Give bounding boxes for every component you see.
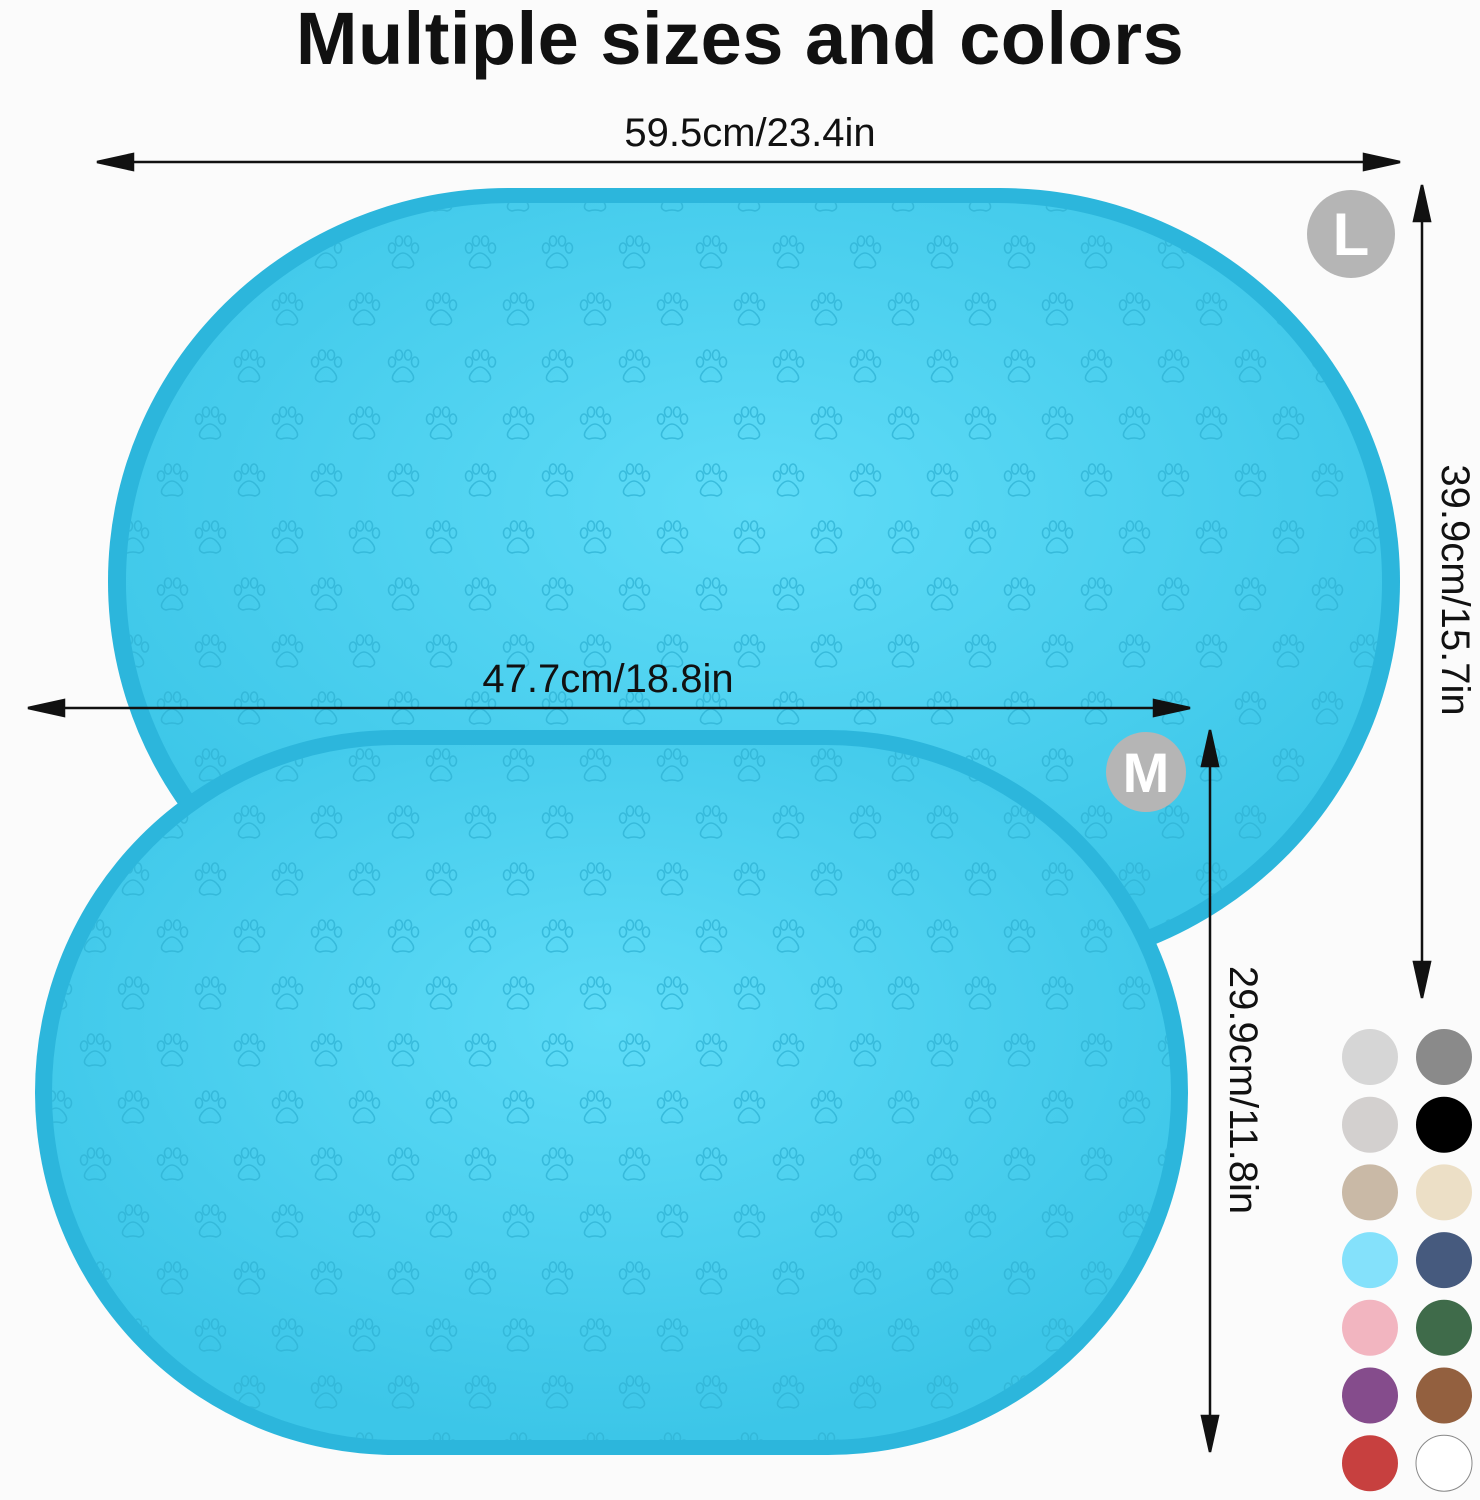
color-swatch: [1415, 1434, 1473, 1492]
large-height-label: 39.9cm/15.7in: [1433, 464, 1477, 715]
color-swatch: [1416, 1367, 1472, 1424]
large-width-label: 59.5cm/23.4in: [624, 111, 875, 155]
color-swatch: [1416, 1299, 1472, 1356]
medium-mat: [35, 730, 1188, 1455]
medium-height-label: 29.9cm/11.8in: [1221, 966, 1265, 1214]
color-swatch: [1342, 1367, 1398, 1424]
large-height-arrow: [1412, 184, 1432, 999]
color-swatch: [1416, 1096, 1472, 1153]
large-width-arrow: [96, 152, 1401, 172]
color-swatch: [1416, 1164, 1472, 1221]
color-swatch: [1342, 1435, 1398, 1492]
color-swatch: [1342, 1029, 1398, 1085]
page-title: Multiple sizes and colors: [295, 0, 1185, 80]
size-badge-medium: M: [1106, 732, 1186, 812]
color-swatch: [1342, 1232, 1398, 1289]
medium-height-arrow: [1200, 729, 1220, 1453]
size-badge-large: L: [1307, 190, 1395, 278]
medium-width-label: 47.7cm/18.8in: [482, 657, 733, 701]
color-swatch: [1416, 1029, 1472, 1085]
color-swatch: [1416, 1232, 1472, 1289]
color-swatch: [1342, 1164, 1398, 1221]
color-swatch: [1342, 1096, 1398, 1153]
svg-text:M: M: [1123, 741, 1170, 804]
medium-width-arrow: [27, 698, 1191, 718]
svg-text:L: L: [1333, 201, 1370, 268]
color-swatch: [1342, 1299, 1398, 1356]
color-swatches: [1342, 1029, 1473, 1492]
